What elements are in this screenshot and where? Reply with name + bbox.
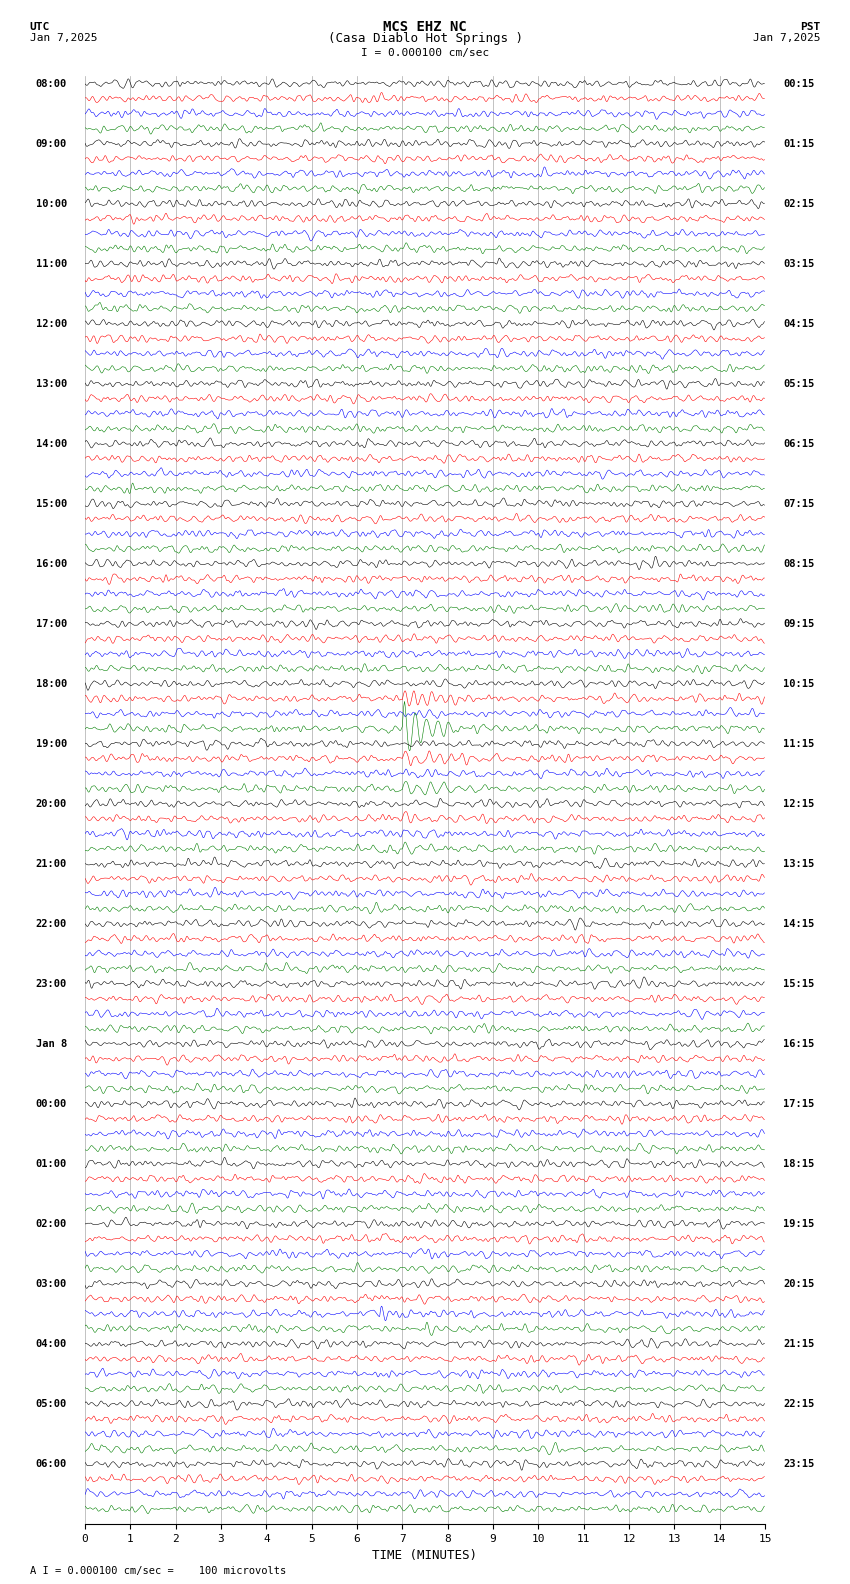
- Text: 09:15: 09:15: [783, 619, 814, 629]
- X-axis label: TIME (MINUTES): TIME (MINUTES): [372, 1549, 478, 1562]
- Text: PST: PST: [800, 22, 820, 32]
- Text: 16:15: 16:15: [783, 1039, 814, 1049]
- Text: 11:15: 11:15: [783, 738, 814, 749]
- Text: 03:00: 03:00: [36, 1278, 67, 1289]
- Text: 22:15: 22:15: [783, 1399, 814, 1408]
- Text: 15:00: 15:00: [36, 499, 67, 508]
- Text: 23:00: 23:00: [36, 979, 67, 988]
- Text: 23:15: 23:15: [783, 1459, 814, 1468]
- Text: Jan 7,2025: Jan 7,2025: [30, 33, 97, 43]
- Text: 18:00: 18:00: [36, 678, 67, 689]
- Text: 02:15: 02:15: [783, 198, 814, 209]
- Text: (Casa Diablo Hot Springs ): (Casa Diablo Hot Springs ): [327, 32, 523, 44]
- Text: 13:00: 13:00: [36, 379, 67, 388]
- Text: 10:15: 10:15: [783, 678, 814, 689]
- Text: 09:00: 09:00: [36, 138, 67, 149]
- Text: 21:00: 21:00: [36, 859, 67, 868]
- Text: 20:15: 20:15: [783, 1278, 814, 1289]
- Text: 03:15: 03:15: [783, 258, 814, 269]
- Text: 14:00: 14:00: [36, 439, 67, 448]
- Text: 20:00: 20:00: [36, 798, 67, 809]
- Text: Jan 8: Jan 8: [36, 1039, 67, 1049]
- Text: 21:15: 21:15: [783, 1338, 814, 1348]
- Text: 07:15: 07:15: [783, 499, 814, 508]
- Text: 12:15: 12:15: [783, 798, 814, 809]
- Text: 17:15: 17:15: [783, 1099, 814, 1109]
- Text: 02:00: 02:00: [36, 1218, 67, 1229]
- Text: 08:15: 08:15: [783, 559, 814, 569]
- Text: 19:15: 19:15: [783, 1218, 814, 1229]
- Text: UTC: UTC: [30, 22, 50, 32]
- Text: 18:15: 18:15: [783, 1159, 814, 1169]
- Text: Jan 7,2025: Jan 7,2025: [753, 33, 820, 43]
- Text: 05:15: 05:15: [783, 379, 814, 388]
- Text: 22:00: 22:00: [36, 919, 67, 928]
- Text: MCS EHZ NC: MCS EHZ NC: [383, 21, 467, 33]
- Text: 15:15: 15:15: [783, 979, 814, 988]
- Text: 17:00: 17:00: [36, 619, 67, 629]
- Text: 11:00: 11:00: [36, 258, 67, 269]
- Text: 13:15: 13:15: [783, 859, 814, 868]
- Text: 08:00: 08:00: [36, 79, 67, 89]
- Text: A I = 0.000100 cm/sec =    100 microvolts: A I = 0.000100 cm/sec = 100 microvolts: [30, 1567, 286, 1576]
- Text: 14:15: 14:15: [783, 919, 814, 928]
- Text: 06:00: 06:00: [36, 1459, 67, 1468]
- Text: 05:00: 05:00: [36, 1399, 67, 1408]
- Text: 01:15: 01:15: [783, 138, 814, 149]
- Text: 06:15: 06:15: [783, 439, 814, 448]
- Text: 04:00: 04:00: [36, 1338, 67, 1348]
- Text: 12:00: 12:00: [36, 318, 67, 328]
- Text: 00:00: 00:00: [36, 1099, 67, 1109]
- Text: 04:15: 04:15: [783, 318, 814, 328]
- Text: I = 0.000100 cm/sec: I = 0.000100 cm/sec: [361, 48, 489, 57]
- Text: 01:00: 01:00: [36, 1159, 67, 1169]
- Text: 10:00: 10:00: [36, 198, 67, 209]
- Text: 00:15: 00:15: [783, 79, 814, 89]
- Text: 16:00: 16:00: [36, 559, 67, 569]
- Text: 19:00: 19:00: [36, 738, 67, 749]
